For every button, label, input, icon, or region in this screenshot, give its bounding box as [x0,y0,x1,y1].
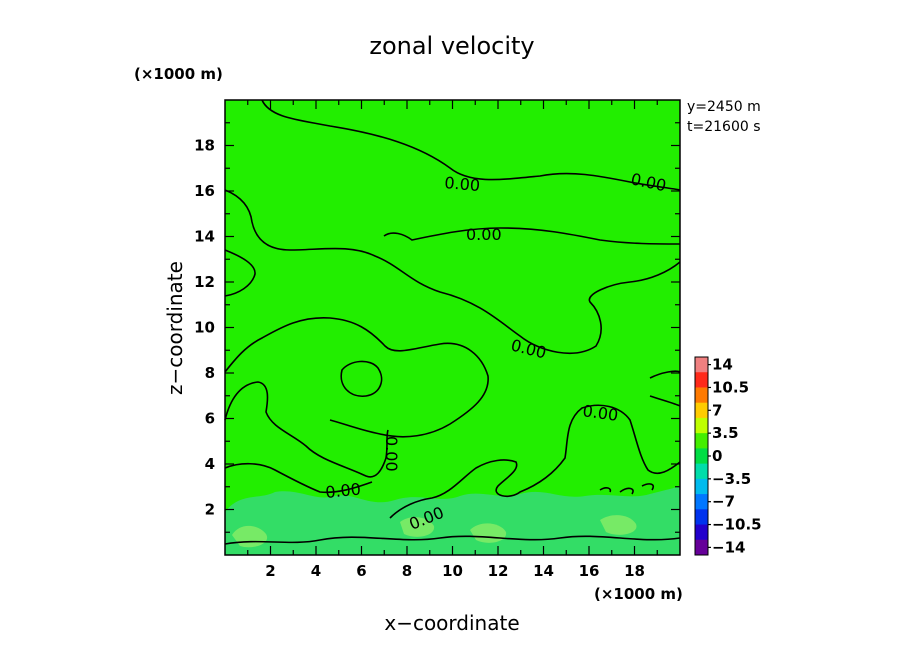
colorbar-swatch [695,417,708,434]
contour-label: 0.00 [382,436,401,472]
colorbar-swatch [695,509,708,526]
contour-line [224,249,256,297]
x-tick-label: 16 [579,562,600,580]
contour-line [261,99,681,191]
contour-line [224,189,681,354]
colorbar-swatch [695,433,708,449]
colorbar-label: −7 [712,493,735,511]
colorbar-label: −3.5 [712,470,751,488]
contour-line [649,370,681,379]
info-y: y=2450 m [687,99,761,115]
contour-label: 0.00 [466,225,502,244]
colorbar-swatch [695,387,708,404]
y-tick-label: 14 [194,228,215,246]
x-axis-title: x−coordinate [384,611,519,635]
field-background [225,100,680,555]
y-tick-label: 2 [205,501,215,519]
contour-label: 0.00 [581,401,619,425]
y-tick-label: 12 [194,273,215,291]
x-tick-label: 6 [356,562,366,580]
x-tick-label: 12 [488,562,509,580]
colorbar-label: 14 [712,356,733,374]
y-tick-label: 4 [205,455,215,473]
contour-line [224,317,489,438]
colorbar-swatch [695,372,708,388]
y-tick-label: 16 [194,182,215,200]
y-tick-label: 10 [194,319,215,337]
colorbar-swatch [695,478,708,495]
x-tick-label: 8 [402,562,412,580]
x-tick-label: 18 [624,562,645,580]
y-tick-marks [225,122,680,533]
contour-label: 0.00 [444,173,481,195]
x-tick-marks [247,100,658,555]
y-tick-label: 18 [194,137,215,155]
chart-title: zonal velocity [369,32,534,60]
x-unit-label: (×1000 m) [594,585,683,603]
colorbar-label: 0 [712,447,722,465]
colorbar-label: 3.5 [712,424,739,442]
contour-line [649,395,681,407]
colorbar-label: 10.5 [712,378,749,396]
x-tick-labels: 2 4 6 8 10 12 14 16 18 [265,562,645,580]
colorbar [694,356,711,556]
contour-line [224,381,389,478]
contour-line [383,227,681,245]
y-axis-title: z−coordinate [163,261,187,395]
colorbar-swatch [695,357,708,373]
x-tick-label: 14 [533,562,554,580]
colorbar-swatch [695,524,708,541]
y-tick-label: 8 [205,364,215,382]
y-tick-labels: 2 4 6 8 10 12 14 16 18 [194,137,215,519]
contour-line [224,535,681,545]
contour-line [389,404,681,519]
near-surface-patch [600,515,637,535]
colorbar-label: −14 [712,538,745,556]
contour-line [340,360,383,397]
x-tick-label: 2 [265,562,275,580]
contour-label: 0.00 [324,479,361,502]
y-unit-label: (×1000 m) [134,65,223,83]
x-tick-label: 10 [442,562,463,580]
colorbar-label: −10.5 [712,516,762,534]
near-surface-patch [400,517,435,537]
colorbar-labels: 14 10.5 7 3.5 0 −3.5 −7 −10.5 −14 [712,356,762,557]
colorbar-swatch [695,494,708,510]
colorbar-swatch [695,463,708,480]
x-tick-label: 4 [311,562,321,580]
info-t: t=21600 s [687,119,761,135]
contours [224,99,681,545]
colorbar-swatch [695,402,708,419]
plot-area: 0.00 0.00 0.00 0.00 0.00 0.00 0.00 0.00 [224,99,681,556]
contour-line [224,462,373,494]
contour-line [599,483,655,495]
colorbar-label: 7 [712,401,722,419]
y-tick-label: 6 [205,410,215,428]
colorbar-swatch [695,539,708,556]
colorbar-swatch [695,448,708,465]
